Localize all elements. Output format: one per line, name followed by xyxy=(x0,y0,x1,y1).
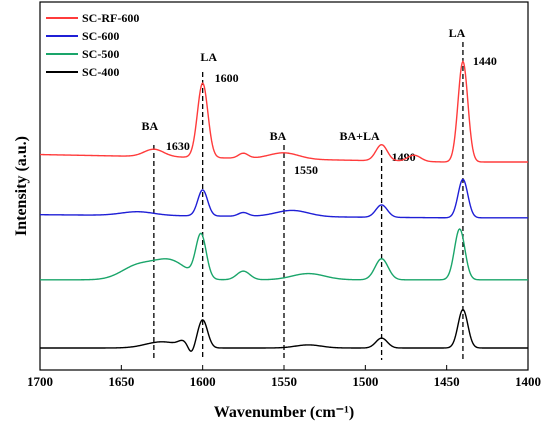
y-axis-title: Intensity (a.u.) xyxy=(13,136,30,236)
annotation-label-1630: BA xyxy=(142,119,159,133)
x-tick-label-1650: 1650 xyxy=(108,374,134,389)
annotation-label-1600: LA xyxy=(200,50,217,64)
x-tick-label-1500: 1500 xyxy=(352,374,378,389)
annotation-label-1490: BA+LA xyxy=(340,129,381,143)
annotation-value-1440: 1440 xyxy=(473,54,497,68)
x-ticks: 1700 1650 1600 1550 1500 1450 1400 xyxy=(27,365,541,389)
annotation-value-1630: 1630 xyxy=(166,139,190,153)
series-group xyxy=(39,60,528,352)
x-axis-title: Wavenumber (cm⁻¹) xyxy=(214,404,354,421)
legend-label-sc-500: SC-500 xyxy=(82,47,119,61)
annotation-value-1490: 1490 xyxy=(392,150,416,164)
series-line-sc-400 xyxy=(40,308,528,352)
annotation-label-1550: BA xyxy=(270,129,287,143)
x-tick-label-1450: 1450 xyxy=(434,374,460,389)
x-tick-label-1600: 1600 xyxy=(190,374,216,389)
annotation-value-1550: 1550 xyxy=(294,163,318,177)
annotations: BA 1630 LA 1600 BA 1550 BA+LA 1490 LA 1440 xyxy=(142,26,497,360)
legend-label-sc-400: SC-400 xyxy=(82,65,119,79)
x-tick-label-1700: 1700 xyxy=(27,374,53,389)
legend-label-sc-rf-600: SC-RF-600 xyxy=(82,11,139,25)
annotation-label-1440: LA xyxy=(449,26,466,40)
x-tick-label-1550: 1550 xyxy=(271,374,297,389)
legend-label-sc-600: SC-600 xyxy=(82,29,119,43)
series-line-sc-500 xyxy=(40,228,528,281)
legend: SC-RF-600 SC-600 SC-500 SC-400 xyxy=(46,11,139,79)
series-line-sc-600 xyxy=(39,178,528,219)
series-line-sc-rf-600 xyxy=(39,60,528,163)
x-tick-label-1400: 1400 xyxy=(515,374,541,389)
annotation-value-1600: 1600 xyxy=(215,71,239,85)
